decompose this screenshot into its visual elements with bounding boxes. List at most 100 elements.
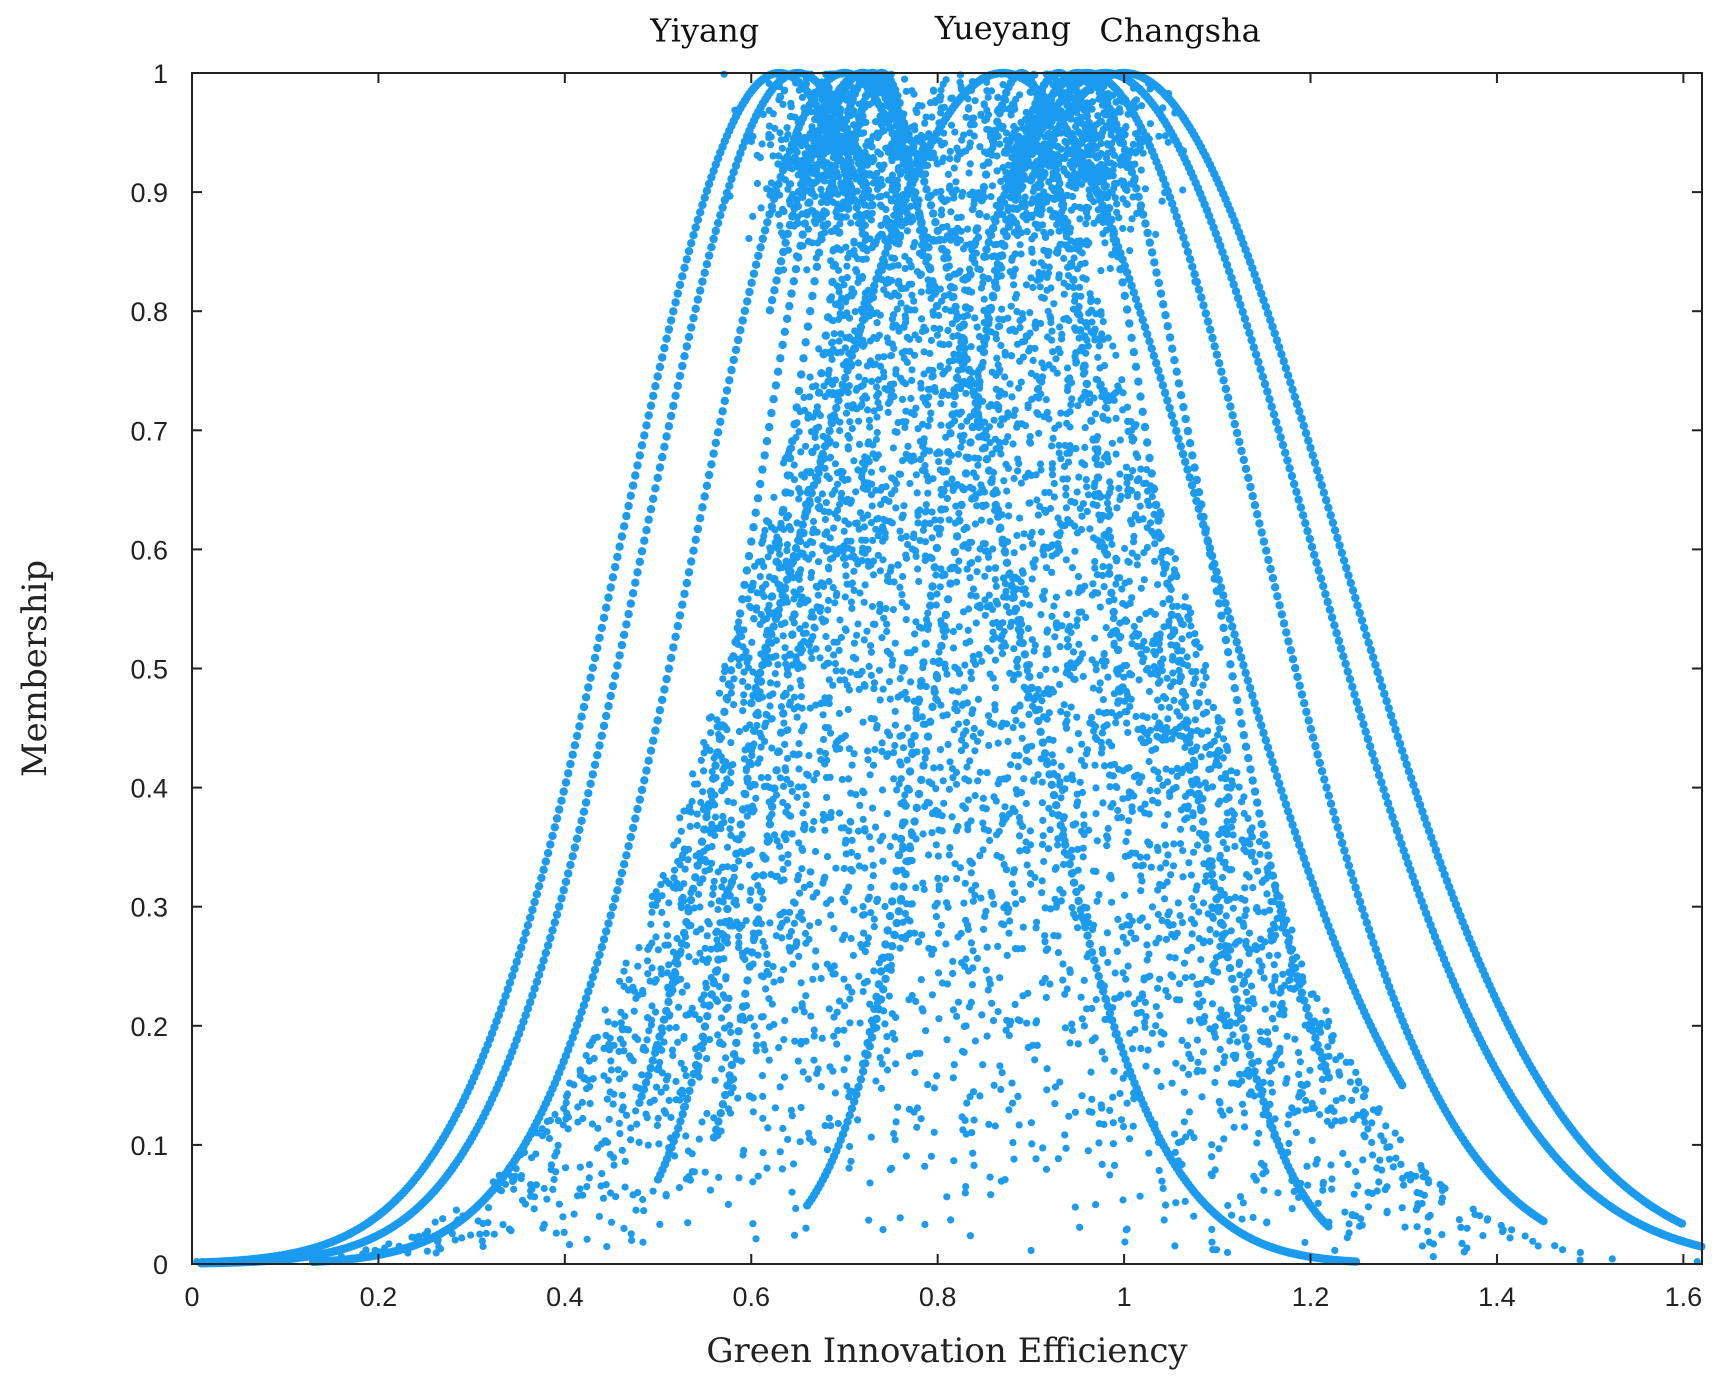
- scatter-point: [603, 1243, 611, 1251]
- scatter-point: [1424, 1179, 1433, 1187]
- scatter-point: [795, 485, 803, 493]
- scatter-point: [1024, 404, 1032, 412]
- scatter-point: [1034, 511, 1042, 519]
- scatter-point: [817, 699, 825, 707]
- scatter-point: [968, 981, 977, 989]
- scatter-point: [991, 656, 1000, 664]
- scatter-point: [1065, 642, 1073, 650]
- scatter-point: [673, 934, 681, 943]
- scatter-point: [1082, 613, 1090, 622]
- scatter-point: [674, 837, 682, 845]
- scatter-point: [1048, 751, 1056, 759]
- scatter-point: [1078, 512, 1086, 520]
- scatter-point: [1144, 923, 1152, 931]
- scatter-point: [1208, 1238, 1216, 1246]
- scatter-point: [800, 826, 808, 834]
- scatter-point: [1028, 1140, 1036, 1148]
- scatter-point: [923, 798, 932, 806]
- scatter-point: [1015, 752, 1023, 760]
- scatter-point: [942, 899, 951, 907]
- scatter-point: [977, 894, 985, 902]
- scatter-point: [848, 604, 856, 613]
- scatter-point: [847, 848, 856, 857]
- scatter-point: [783, 541, 792, 549]
- scatter-point: [1231, 940, 1239, 948]
- scatter-point: [1036, 671, 1044, 680]
- scatter-point: [684, 807, 693, 815]
- scatter-point: [979, 846, 987, 854]
- scatter-point: [916, 455, 925, 463]
- scatter-point: [588, 1120, 597, 1128]
- scatter-point: [1153, 787, 1161, 795]
- scatter-point: [1056, 680, 1064, 689]
- scatter-point: [830, 925, 838, 933]
- scatter-point: [1429, 1240, 1438, 1248]
- scatter-point: [863, 940, 871, 948]
- scatter-point: [423, 1247, 431, 1255]
- scatter-point: [1157, 1028, 1165, 1036]
- scatter-point: [880, 353, 888, 361]
- scatter-point: [723, 775, 731, 783]
- scatter-point: [919, 526, 928, 534]
- scatter-point: [925, 851, 933, 859]
- scatter-point: [1079, 672, 1087, 681]
- scatter-point: [1354, 1077, 1363, 1085]
- scatter-point: [899, 744, 908, 752]
- scatter-point: [1176, 980, 1184, 988]
- scatter-point: [775, 1044, 783, 1052]
- scatter-point: [936, 746, 945, 754]
- scatter-point: [724, 1003, 732, 1011]
- scatter-point: [1125, 1135, 1134, 1143]
- scatter-point: [988, 999, 996, 1007]
- scatter-point: [1107, 761, 1115, 769]
- scatter-point: [859, 903, 867, 911]
- scatter-point: [1127, 418, 1135, 426]
- scatter-point: [680, 845, 688, 853]
- scatter-point: [871, 360, 880, 368]
- scatter-point: [1112, 712, 1121, 721]
- scatter-point: [1168, 767, 1176, 775]
- scatter-point: [924, 1081, 932, 1089]
- scatter-point: [821, 873, 829, 881]
- scatter-point: [745, 861, 754, 869]
- scatter-point: [1236, 1193, 1245, 1201]
- scatter-point: [1164, 778, 1172, 786]
- scatter-point: [1168, 1079, 1176, 1087]
- scatter-point: [776, 774, 785, 782]
- scatter-point: [842, 572, 850, 580]
- scatter-point: [867, 714, 875, 723]
- scatter-point: [828, 490, 836, 498]
- scatter-point: [685, 1173, 693, 1181]
- scatter-point: [1413, 1223, 1421, 1231]
- scatter-point: [829, 345, 837, 353]
- scatter-point: [949, 627, 958, 636]
- scatter-point: [600, 1072, 608, 1080]
- scatter-point: [1303, 1080, 1311, 1088]
- scatter-point: [970, 1161, 978, 1169]
- scatter-point: [1055, 449, 1063, 457]
- scatter-point: [847, 598, 856, 606]
- scatter-point: [878, 1060, 886, 1068]
- scatter-point: [903, 603, 911, 611]
- scatter-point: [1135, 676, 1143, 684]
- scatter-point: [994, 1008, 1002, 1016]
- scatter-point: [1416, 1189, 1425, 1198]
- scatter-point: [627, 1124, 635, 1132]
- scatter-point: [822, 774, 831, 782]
- scatter-point: [772, 932, 781, 940]
- scatter-point: [620, 967, 628, 975]
- scatter-point: [798, 915, 807, 924]
- scatter-point: [928, 508, 936, 516]
- scatter-point: [752, 872, 760, 880]
- scatter-point: [1188, 895, 1196, 903]
- scatter-point: [1024, 1043, 1032, 1052]
- scatter-point: [1236, 1070, 1244, 1078]
- scatter-point: [1052, 593, 1060, 601]
- scatter-point: [701, 867, 709, 875]
- scatter-point: [853, 631, 861, 639]
- scatter-point: [1067, 629, 1075, 637]
- scatter-point: [977, 110, 985, 118]
- scatter-point: [1007, 111, 1015, 119]
- scatter-point: [1137, 584, 1145, 592]
- scatter-point: [826, 534, 834, 542]
